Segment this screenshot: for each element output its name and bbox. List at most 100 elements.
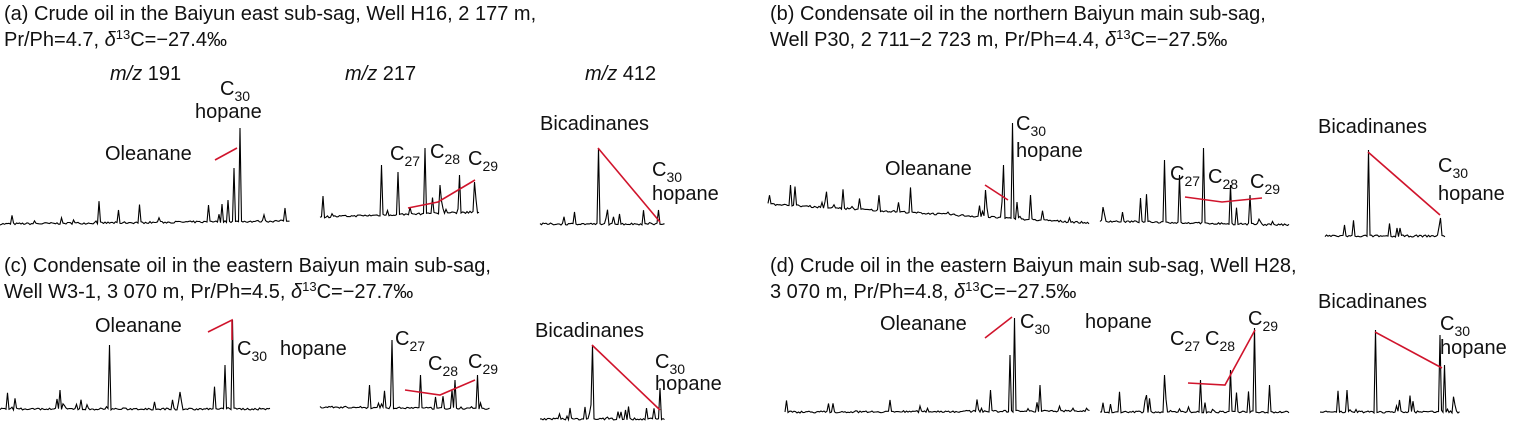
peak-label: C30: [237, 338, 267, 364]
label-base: C: [430, 141, 444, 163]
peak-label: C30: [1020, 311, 1050, 337]
annotation-line: [984, 316, 1013, 339]
peak-label: C30: [220, 78, 250, 104]
peak-label: C30: [1440, 313, 1470, 339]
label-subscript: 27: [1184, 338, 1200, 354]
label-base: C: [1170, 328, 1184, 350]
panel-title: 3 070 m, Pr/Ph=4.8, δ13C=−27.5‰: [770, 279, 1076, 303]
chromatogram-trace: [319, 339, 490, 410]
label-base: C: [220, 78, 234, 100]
title-superscript: 13: [302, 279, 316, 294]
title-text: C=−27.7‰: [317, 281, 414, 303]
annotation-line: [207, 318, 233, 340]
title-delta: δ: [291, 281, 303, 303]
peak-label: C29: [1248, 308, 1278, 334]
label-base: C: [237, 338, 251, 360]
title-text: 3 070 m, Pr/Ph=4.8,: [770, 281, 954, 303]
peak-label: C28: [1205, 328, 1235, 354]
peak-label: Oleanane: [885, 158, 972, 180]
peak-label: C27: [395, 328, 425, 354]
chromatogram-trace: [539, 147, 665, 227]
label-base: C: [395, 328, 409, 350]
peak-label: hopane: [655, 373, 722, 395]
annotation-line: [1184, 196, 1263, 203]
peak-label: hopane: [1438, 183, 1505, 205]
annotation-line: [404, 379, 476, 396]
label-subscript: 29: [1264, 181, 1280, 197]
title-delta: δ: [1105, 29, 1117, 51]
title-delta: δ: [105, 29, 117, 51]
chromatogram-trace: [1100, 327, 1290, 414]
label-subscript: 30: [669, 361, 685, 377]
label-base: C: [1250, 171, 1264, 193]
label-base: C: [1248, 308, 1262, 330]
panel-title: (b) Condensate oil in the northern Baiyu…: [770, 3, 1266, 25]
peak-label: Bicadinanes: [535, 320, 644, 342]
peak-label: C29: [468, 148, 498, 174]
mz-italic: m/z: [110, 63, 142, 85]
peak-label: Oleanane: [105, 143, 192, 165]
peak-label: Oleanane: [95, 315, 182, 337]
peak-label: C30: [652, 159, 682, 185]
chromatogram-trace: [0, 319, 271, 412]
peak-label: hopane: [1440, 337, 1507, 359]
label-subscript: 30: [1452, 165, 1468, 181]
label-subscript: 28: [1219, 338, 1235, 354]
annotation-line: [1187, 329, 1256, 386]
peak-label: C30: [655, 351, 685, 377]
peak-label: Bicadinanes: [1318, 116, 1427, 138]
peak-label: Bicadinanes: [540, 113, 649, 135]
chromatogram-trace: [319, 147, 480, 219]
label-base: C: [428, 353, 442, 375]
mz-number: 217: [383, 63, 416, 85]
peak-label: hopane: [280, 338, 347, 360]
label-base: C: [1440, 313, 1454, 335]
title-text: Pr/Ph=4.7,: [4, 29, 105, 51]
label-subscript: 30: [1454, 323, 1470, 339]
peak-label: hopane: [1085, 311, 1152, 333]
annotation-line: [214, 147, 238, 161]
label-base: C: [652, 159, 666, 181]
chromatogram-trace: [1324, 149, 1446, 238]
label-base: C: [1438, 155, 1452, 177]
peak-label: C30: [1016, 113, 1046, 139]
peak-label: C28: [1208, 166, 1238, 192]
label-base: C: [1020, 311, 1034, 333]
peak-label: C28: [428, 353, 458, 379]
label-subscript: 27: [1184, 173, 1200, 189]
peak-label: C28: [430, 141, 460, 167]
title-superscript: 13: [1116, 27, 1130, 42]
annotation-line: [597, 147, 661, 223]
title-text: Well P30, 2 711−2 723 m, Pr/Ph=4.4,: [770, 29, 1105, 51]
label-subscript: 30: [234, 88, 250, 104]
mz-italic: m/z: [585, 63, 617, 85]
panel-title: (d) Crude oil in the eastern Baiyun main…: [770, 255, 1297, 277]
label-subscript: 29: [1262, 318, 1278, 334]
panel-title: Well P30, 2 711−2 723 m, Pr/Ph=4.4, δ13C…: [770, 27, 1227, 51]
label-subscript: 28: [1222, 176, 1238, 192]
annotation-line: [407, 179, 476, 209]
label-subscript: 27: [404, 153, 420, 169]
title-superscript: 13: [965, 279, 979, 294]
label-base: C: [1205, 328, 1219, 350]
title-text: C=−27.5‰: [980, 281, 1077, 303]
title-text: C=−27.5‰: [1131, 29, 1228, 51]
title-text: C=−27.4‰: [130, 29, 227, 51]
label-subscript: 29: [482, 158, 498, 174]
label-base: C: [468, 148, 482, 170]
label-base: C: [1208, 166, 1222, 188]
title-superscript: 13: [116, 27, 130, 42]
label-base: C: [468, 351, 482, 373]
peak-label: Oleanane: [880, 313, 967, 335]
chromatogram-trace: [540, 344, 665, 422]
peak-label: hopane: [652, 183, 719, 205]
label-base: C: [1170, 163, 1184, 185]
panel-title: Pr/Ph=4.7, δ13C=−27.4‰: [4, 27, 227, 51]
label-base: C: [655, 351, 669, 373]
title-text: Well W3-1, 3 070 m, Pr/Ph=4.5,: [4, 281, 291, 303]
annotation-line: [1367, 151, 1441, 216]
mz-label: m/z 217: [345, 63, 416, 85]
panel-title: Well W3-1, 3 070 m, Pr/Ph=4.5, δ13C=−27.…: [4, 279, 413, 303]
peak-label: hopane: [1016, 140, 1083, 162]
